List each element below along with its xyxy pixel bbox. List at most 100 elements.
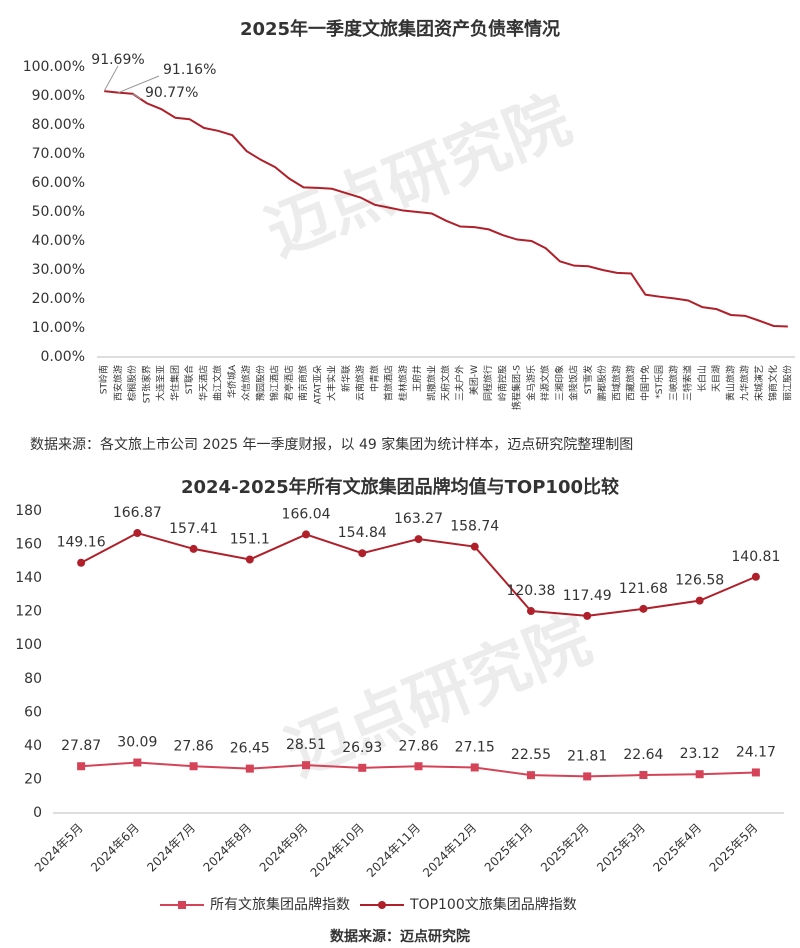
y-tick-label: 20 [24,771,42,787]
marker [302,530,311,539]
x-tick-label: 中青旅 [368,365,380,392]
data-label: 91.16% [163,62,216,78]
series-line [80,531,757,617]
data-label: 26.93 [342,740,382,756]
data-label: 27.86 [174,738,214,754]
marker [526,771,535,780]
marker [583,611,592,620]
y-tick-label: 100 [15,637,42,653]
data-label: 166.04 [282,506,331,522]
marker [358,549,367,558]
y-tick-label: 120 [15,604,42,620]
x-tick-label: 金马游乐 [525,365,537,401]
x-tick-label: 2024年8月 [201,821,255,875]
marker [639,771,648,780]
marker [414,535,423,544]
marker [526,607,535,616]
x-tick-label: 三夫户外 [454,365,466,401]
x-tick-label: 天府文旅 [440,365,452,401]
x-tick-label: 云南旅游 [354,365,366,401]
marker [470,542,479,551]
data-label: 28.51 [286,737,326,753]
x-tick-label: ATAT亚朵 [312,365,323,404]
marker [751,768,760,777]
marker [245,764,254,773]
marker [414,762,423,771]
y-tick-label: 20.00% [32,291,85,307]
x-tick-label: 2025年1月 [482,821,536,875]
x-tick-label: 锦江酒店 [269,365,281,401]
watermark: 迈点研究院 [277,603,601,791]
data-label: 91.69% [91,52,144,68]
marker [583,772,592,781]
x-tick-label: ST张家界 [140,365,152,403]
y-tick-label: 100.00% [23,59,85,75]
x-tick-label: 2024年5月 [32,821,86,875]
x-tick-label: 祥源文旅 [539,365,551,401]
marker [189,544,198,553]
x-tick-label: 华住集团 [169,365,181,401]
data-label: 126.58 [675,573,724,589]
x-tick-label: 丽江股份 [781,365,793,401]
y-tick-label: 10.00% [32,320,85,336]
data-label: 26.45 [230,741,270,757]
marker [133,758,142,767]
marker [639,604,648,613]
x-tick-label: 2024年6月 [88,821,142,875]
y-tick-label: 50.00% [32,204,85,220]
x-tick-label: 曲江文旅 [212,365,224,401]
data-label: 163.27 [394,511,443,527]
x-tick-label: 天目湖 [711,365,722,392]
data-label: 158.74 [450,519,499,535]
x-tick-label: 长白山 [696,365,708,392]
y-tick-label: 140 [15,570,42,586]
y-tick-label: 80.00% [32,117,85,133]
data-label: 24.17 [736,744,776,760]
data-label: 117.49 [563,588,612,604]
x-tick-label: 君亭酒店 [283,365,295,401]
x-tick-label: 2024年10月 [308,821,367,880]
x-tick-label: 华侨城A [226,364,238,398]
data-label: 27.15 [455,739,495,755]
x-tick-label: 西安旅游 [112,365,124,401]
x-tick-label: *ST乐园 [653,365,665,399]
x-tick-label: 西域旅游 [610,365,622,401]
data-label: 121.68 [619,581,668,597]
leader-line [103,65,119,92]
x-tick-label: 锦商文化 [767,365,779,401]
marker [695,770,704,779]
x-tick-label: 首旅酒店 [383,365,395,401]
y-tick-label: 60 [24,704,42,720]
data-label: 166.87 [113,505,162,521]
x-tick-label: 桂林旅游 [397,365,409,401]
x-tick-label: 新华联 [340,365,352,392]
data-label: 151.1 [230,531,270,547]
y-tick-label: 30.00% [32,262,85,278]
legend-label: 所有文旅集团品牌指数 [210,896,350,913]
marker [245,555,254,564]
x-tick-label: 凯撒旅业 [425,365,437,401]
data-label: 23.12 [680,746,720,762]
x-tick-label: 岭南控股 [496,365,508,401]
x-tick-label: 2025年3月 [594,821,648,875]
source-note: 数据来源：迈点研究院 [330,928,470,945]
x-tick-label: 宋城演艺 [753,365,765,401]
y-tick-label: 0.00% [41,349,85,365]
x-tick-label: ST岭南 [98,365,110,394]
x-tick-label: 黄山旅游 [724,365,736,401]
x-tick-label: 豫园股份 [254,365,266,401]
data-label: 27.86 [398,738,438,754]
data-label: 30.09 [117,735,157,751]
legend-marker [178,901,186,909]
x-tick-label: 九华旅游 [739,365,751,401]
marker [77,762,86,771]
data-label: 22.64 [623,747,663,763]
x-tick-label: 2024年9月 [257,821,311,875]
data-label: 154.84 [338,525,387,541]
y-tick-label: 40 [24,738,42,754]
marker [189,762,198,771]
x-tick-label: ST联合 [183,365,195,394]
x-tick-label: 三湘印象 [553,365,565,401]
x-tick-label: 携程集团-S [511,365,523,410]
